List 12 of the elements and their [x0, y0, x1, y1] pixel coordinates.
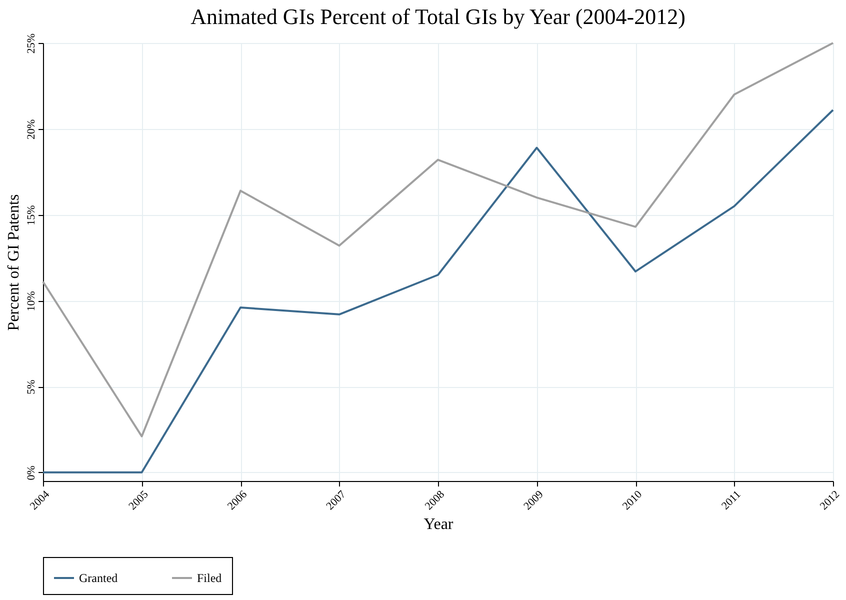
legend-label: Granted	[79, 571, 118, 585]
y-tick-label: 20%	[26, 119, 38, 140]
y-tick-label: 5%	[26, 380, 38, 394]
legend-label: Filed	[197, 571, 222, 585]
y-tick-label: 10%	[26, 291, 38, 312]
y-tick-label: 15%	[26, 205, 38, 226]
x-axis-title: Year	[424, 516, 454, 533]
chart-title: Animated GIs Percent of Total GIs by Year (2004-2012)	[190, 4, 686, 29]
y-tick-label: 25%	[26, 33, 38, 54]
line-series	[42, 108, 834, 474]
y-axis-title: Percent of GI Patents	[6, 194, 22, 331]
y-tick-label: 0%	[26, 466, 38, 480]
